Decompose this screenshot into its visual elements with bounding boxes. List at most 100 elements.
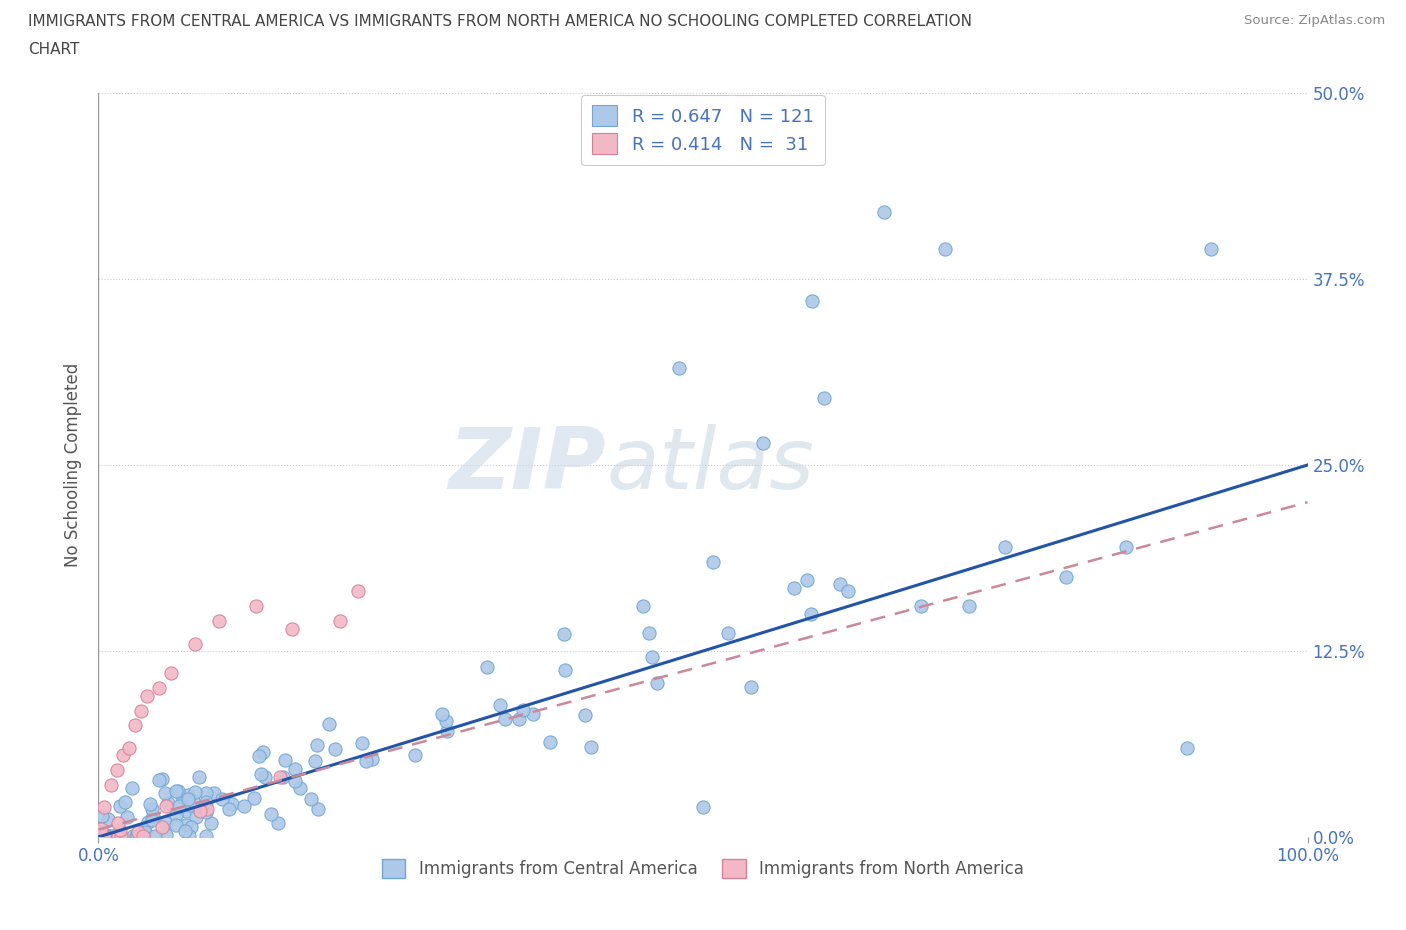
- Point: [404, 748, 426, 763]
- Point: [174, 817, 197, 832]
- Point: [107, 828, 129, 843]
- Point: [361, 751, 384, 766]
- Legend: Immigrants from Central America, Immigrants from North America: Immigrants from Central America, Immigra…: [375, 852, 1031, 884]
- Point: [136, 815, 159, 830]
- Point: [127, 828, 149, 843]
- Point: [108, 799, 131, 814]
- Point: [125, 828, 148, 843]
- Point: [631, 599, 654, 614]
- Point: [800, 607, 823, 622]
- Point: [1054, 569, 1077, 584]
- Point: [132, 822, 155, 837]
- Point: [105, 763, 128, 777]
- Point: [668, 361, 690, 376]
- Point: [873, 205, 896, 219]
- Point: [129, 703, 152, 718]
- Point: [752, 435, 775, 450]
- Point: [98, 828, 121, 843]
- Point: [180, 819, 202, 834]
- Point: [202, 786, 225, 801]
- Point: [782, 580, 804, 595]
- Point: [796, 573, 818, 588]
- Point: [260, 806, 283, 821]
- Point: [173, 824, 195, 839]
- Point: [142, 809, 165, 824]
- Point: [89, 825, 111, 840]
- Point: [538, 734, 561, 749]
- Point: [288, 780, 311, 795]
- Point: [347, 584, 370, 599]
- Point: [179, 798, 201, 813]
- Point: [118, 740, 141, 755]
- Point: [184, 636, 207, 651]
- Point: [581, 740, 603, 755]
- Point: [90, 822, 112, 837]
- Point: [155, 798, 177, 813]
- Point: [910, 599, 932, 614]
- Point: [194, 786, 217, 801]
- Point: [281, 621, 304, 636]
- Point: [134, 825, 156, 840]
- Point: [107, 816, 129, 830]
- Point: [304, 754, 326, 769]
- Point: [1175, 740, 1198, 755]
- Point: [167, 799, 190, 814]
- Point: [122, 828, 145, 843]
- Point: [98, 828, 121, 843]
- Point: [172, 790, 194, 804]
- Point: [148, 773, 170, 788]
- Point: [1199, 242, 1222, 257]
- Point: [165, 784, 187, 799]
- Text: Source: ZipAtlas.com: Source: ZipAtlas.com: [1244, 14, 1385, 27]
- Point: [160, 666, 183, 681]
- Point: [143, 828, 166, 843]
- Point: [117, 810, 139, 825]
- Point: [641, 650, 664, 665]
- Point: [155, 828, 177, 843]
- Point: [994, 539, 1017, 554]
- Point: [495, 711, 517, 726]
- Point: [307, 802, 329, 817]
- Point: [181, 794, 204, 809]
- Point: [318, 717, 340, 732]
- Point: [323, 742, 346, 757]
- Point: [165, 817, 187, 832]
- Point: [436, 713, 458, 728]
- Point: [218, 802, 240, 817]
- Point: [188, 770, 211, 785]
- Point: [352, 736, 374, 751]
- Point: [702, 554, 724, 569]
- Point: [97, 811, 120, 826]
- Point: [245, 599, 267, 614]
- Point: [188, 804, 211, 818]
- Point: [512, 703, 534, 718]
- Text: atlas: atlas: [606, 423, 814, 507]
- Point: [194, 804, 217, 819]
- Point: [195, 794, 218, 809]
- Point: [269, 769, 291, 784]
- Point: [131, 828, 153, 843]
- Point: [475, 659, 498, 674]
- Point: [305, 737, 328, 752]
- Point: [108, 823, 131, 838]
- Point: [208, 614, 231, 629]
- Point: [124, 718, 146, 733]
- Point: [508, 711, 530, 726]
- Point: [271, 770, 294, 785]
- Point: [489, 698, 512, 712]
- Point: [252, 745, 274, 760]
- Point: [156, 796, 179, 811]
- Point: [436, 724, 458, 738]
- Point: [121, 781, 143, 796]
- Point: [188, 803, 211, 817]
- Point: [108, 828, 131, 843]
- Point: [141, 813, 163, 828]
- Point: [574, 708, 596, 723]
- Point: [135, 688, 157, 703]
- Point: [934, 242, 956, 257]
- Point: [93, 800, 115, 815]
- Text: IMMIGRANTS FROM CENTRAL AMERICA VS IMMIGRANTS FROM NORTH AMERICA NO SCHOOLING CO: IMMIGRANTS FROM CENTRAL AMERICA VS IMMIG…: [28, 14, 972, 29]
- Y-axis label: No Schooling Completed: No Schooling Completed: [65, 363, 83, 567]
- Point: [283, 761, 305, 776]
- Point: [100, 777, 122, 792]
